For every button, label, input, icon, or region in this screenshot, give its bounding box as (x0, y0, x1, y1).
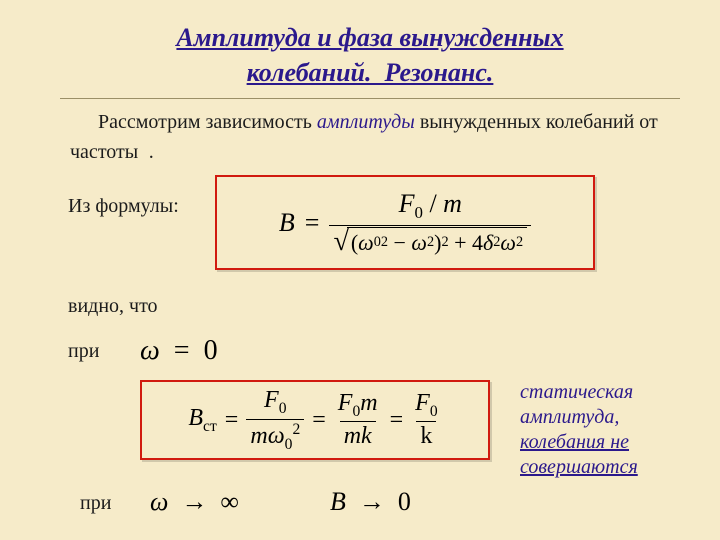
wsup: 2 (427, 234, 434, 251)
static-formula-box: Bст = F0 mω02 = F0m mk = F0 k (140, 380, 490, 460)
delta: δ (483, 230, 493, 256)
frac2: F0m mk (334, 390, 382, 451)
f3da: k (420, 423, 432, 449)
main-fraction: F0 / m √ (ω02 − ω2)2 + 4δ2ω2 (329, 189, 531, 255)
bst-B: B (188, 405, 203, 431)
cond-B-zero: B → 0 (330, 487, 411, 517)
omega2sup: 2 (516, 234, 523, 251)
bst-sub: ст (203, 417, 217, 434)
f2da: m (344, 423, 361, 449)
f2db: k (361, 423, 372, 449)
f1da: m (250, 423, 267, 449)
sqrt: √ (ω02 − ω2)2 + 4δ2ω2 (333, 227, 527, 256)
w0: ω (358, 230, 374, 256)
label-visible-that: видно, что (68, 295, 158, 318)
f1dbp: 2 (292, 421, 300, 438)
f1ns: 0 (279, 400, 287, 417)
w: ω (411, 230, 427, 256)
four: 4 (472, 230, 483, 256)
f3na: F (415, 390, 430, 416)
w0sub: 0 (374, 234, 381, 251)
cond-omega-inf: ω → ∞ (150, 487, 239, 517)
label-at-2: при (80, 492, 111, 515)
intro-part1: Рассмотрим зависимость (98, 111, 317, 133)
static-note: статическая амплитуда, колебания не сове… (520, 380, 690, 480)
c2-B: B (330, 487, 346, 516)
static-formula: Bст = F0 mω02 = F0m mk = F0 k (188, 387, 441, 454)
slide: Амплитуда и фаза вынужденных колебаний. … (0, 0, 720, 540)
f2na: F (338, 390, 353, 416)
f1db: ω (268, 423, 285, 449)
c1-w: ω (140, 335, 160, 366)
divider (60, 98, 680, 99)
intro-emphasis: амплитуды (317, 111, 415, 133)
f1n: F (264, 387, 279, 413)
w0sup: 2 (381, 234, 388, 251)
frac1: F0 mω02 (246, 387, 304, 454)
main-formula-box: B = F0 / m √ (ω02 − ω2)2 + (215, 175, 595, 270)
c1-zero: 0 (204, 335, 218, 366)
c2-arr2: → (359, 487, 385, 516)
note-l4: совершаются (520, 456, 638, 478)
omega2: ω (500, 230, 516, 256)
num-F: F (399, 189, 415, 218)
c2-inf: ∞ (220, 487, 239, 516)
main-formula: B = F0 / m √ (ω02 − ω2)2 + (279, 189, 531, 255)
num-F-sub: 0 (414, 204, 422, 223)
note-l1: статическая (520, 381, 633, 403)
c2-zero: 0 (398, 487, 411, 516)
deltasup: 2 (493, 234, 500, 251)
label-at-1: при (68, 340, 99, 363)
c2-arr: → (181, 487, 207, 516)
intro-text: Рассмотрим зависимость амплитуды вынужде… (70, 109, 670, 166)
label-from-formula: Из формулы: (68, 195, 179, 218)
main-lhs: B (279, 208, 295, 238)
f3nas: 0 (430, 402, 438, 419)
note-l3: колебания не (520, 431, 629, 453)
c1-eq: = (174, 335, 190, 366)
frac3: F0 k (411, 390, 441, 451)
c2-w: ω (150, 487, 168, 516)
note-l2: амплитуда, (520, 406, 619, 428)
slide-title: Амплитуда и фаза вынужденных колебаний. … (60, 20, 680, 90)
cond-omega-zero: ω = 0 (140, 335, 218, 367)
f2nb: m (360, 390, 377, 416)
title-line-1: Амплитуда и фаза вынужденных (176, 23, 563, 52)
title-line-2: колебаний. Резонанс. (247, 58, 494, 87)
outsup: 2 (441, 234, 448, 251)
num-m: m (443, 189, 462, 218)
